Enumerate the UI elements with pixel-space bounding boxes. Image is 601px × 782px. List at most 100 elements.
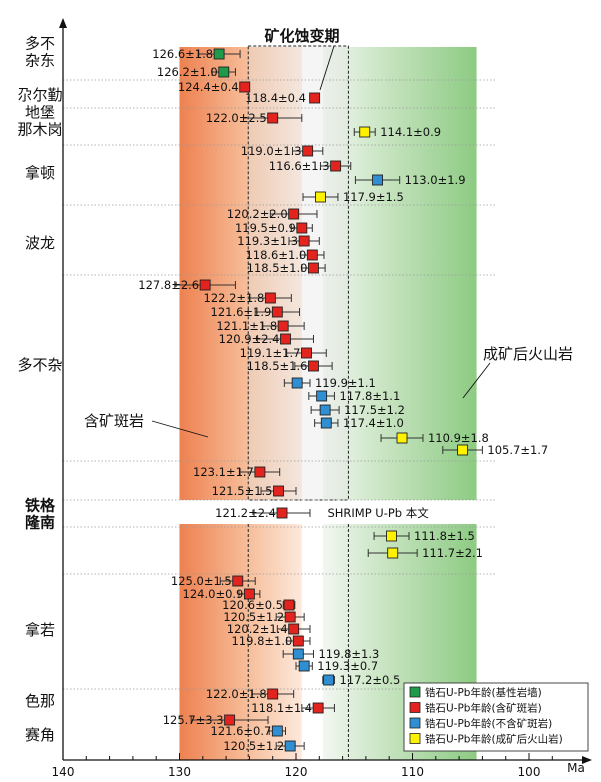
group-label: 赛角 xyxy=(25,726,55,744)
ore-porphyry-label: 含矿斑岩 xyxy=(84,412,144,430)
legend-label: 锆石U-Pb年龄(不含矿斑岩) xyxy=(425,717,552,730)
age-label: 122.2±1.8 xyxy=(204,291,265,305)
legend-swatch xyxy=(409,686,421,698)
age-marker xyxy=(273,485,284,497)
data-point-red: 120.6±0.5 xyxy=(222,598,296,612)
group-label: 多不杂东 xyxy=(25,35,55,70)
data-point-blue: 119.9±1.1 xyxy=(283,376,376,390)
age-label: 126.2±1.0 xyxy=(157,65,218,79)
age-marker xyxy=(288,623,300,635)
age-label: 117.5±1.2 xyxy=(344,403,405,417)
data-point-blue: 117.8±1.1 xyxy=(308,389,400,403)
age-marker xyxy=(292,635,304,647)
data-point-red: 118.5±1.0 xyxy=(247,261,326,275)
age-label: 118.5±1.0 xyxy=(247,261,308,275)
data-point-red: 116.6±1.3 xyxy=(269,159,352,173)
x-tick-label: 140 xyxy=(52,765,75,779)
age-label: 120.6±0.5 xyxy=(222,598,283,612)
data-point-red: 121.5±1.5 xyxy=(212,484,297,498)
legend-item: 锆石U-Pb年龄(不含矿斑岩) xyxy=(409,717,552,730)
age-marker xyxy=(254,466,266,478)
legend-item: 锆石U-Pb年龄(成矿后火山岩) xyxy=(409,733,563,746)
y-axis-arrow xyxy=(59,18,67,28)
data-point-red: 124.4±0.4 xyxy=(178,80,251,94)
age-label: 125.7±3.3 xyxy=(163,713,224,727)
age-marker xyxy=(264,292,276,304)
data-point-yellow: 105.7±1.7 xyxy=(442,443,548,457)
age-label: 117.8±1.1 xyxy=(339,389,400,403)
data-point-red: 122.0±1.8 xyxy=(206,687,295,701)
age-marker xyxy=(387,547,399,559)
age-label: 120.9±2.4 xyxy=(219,332,280,346)
age-marker xyxy=(316,390,328,402)
age-marker xyxy=(315,191,326,203)
data-point-green: 126.6±1.8 xyxy=(152,47,241,61)
age-marker xyxy=(292,648,304,660)
ore-porphyry-zone xyxy=(179,524,302,760)
group-label: 地堡那木岗 xyxy=(17,104,62,139)
data-point-red: 118.6±1.0 xyxy=(245,248,325,262)
age-marker xyxy=(312,702,324,714)
data-point-red: 120.2±2.0 xyxy=(227,207,318,221)
data-point-blue: 113.0±1.9 xyxy=(354,173,466,187)
group-label: 色那 xyxy=(25,692,55,710)
age-label: 118.4±0.4 xyxy=(245,91,306,105)
age-marker xyxy=(302,145,314,157)
x-tick-label: 130 xyxy=(168,765,191,779)
data-point-green: 126.2±1.0 xyxy=(157,65,236,79)
group-label: 铁格隆南 xyxy=(25,497,56,532)
age-marker xyxy=(239,81,251,93)
age-label: 111.7±2.1 xyxy=(422,546,483,560)
age-label: 118.6±1.0 xyxy=(245,248,306,262)
group-label: 尕尔勤 xyxy=(17,86,62,104)
group-label: 波龙 xyxy=(25,234,55,252)
age-label: 125.0±1.5 xyxy=(171,574,232,588)
age-label: 110.9±1.8 xyxy=(428,431,489,445)
age-label: 117.9±1.5 xyxy=(343,190,404,204)
legend-label: 锆石U-Pb年龄(成矿后火山岩) xyxy=(425,733,563,746)
age-label: 124.4±0.4 xyxy=(178,80,239,94)
age-marker xyxy=(243,588,255,600)
post-ore-volcanic-leader xyxy=(462,362,491,399)
data-point-red: 125.0±1.5 xyxy=(171,574,256,588)
mineralization-label: 矿化蚀变期 xyxy=(264,27,339,45)
data-point-red: 125.7±3.3 xyxy=(163,713,269,727)
data-point-red: 119.0±1.3 xyxy=(241,144,324,158)
data-point-yellow: 117.9±1.5 xyxy=(302,190,404,204)
mineralization-leader xyxy=(319,45,335,91)
age-marker xyxy=(298,235,310,247)
age-marker xyxy=(267,112,279,124)
age-marker xyxy=(323,674,335,686)
age-marker xyxy=(457,444,469,456)
data-point-red: 118.4±0.4 xyxy=(245,91,321,105)
age-label: 120.2±2.0 xyxy=(227,207,288,221)
legend-label: 锆石U-Pb年龄(基性岩墙) xyxy=(425,686,542,699)
age-label: 127.8±2.6 xyxy=(138,278,199,292)
x-tick-label: 110 xyxy=(401,765,424,779)
legend-label: 锆石U-Pb年龄(含矿斑岩) xyxy=(425,702,542,715)
age-marker xyxy=(288,208,300,220)
data-point-red: 127.8±2.6 xyxy=(138,278,236,292)
x-axis-unit: Ma xyxy=(567,761,585,775)
x-tick-label: 120 xyxy=(285,765,308,779)
age-label: 119.3±0.7 xyxy=(317,659,378,673)
data-point-red: 118.5±1.6 xyxy=(247,359,333,373)
age-label: 114.1±0.9 xyxy=(380,125,441,139)
age-label: 119.1±1.7 xyxy=(240,346,301,360)
legend-box xyxy=(403,682,589,752)
age-marker xyxy=(224,714,236,726)
data-point-blue: 120.5±1.2 xyxy=(223,739,305,753)
age-marker xyxy=(296,222,308,234)
legend-item: 锆石U-Pb年龄(含矿斑岩) xyxy=(409,702,542,715)
age-marker xyxy=(308,360,319,372)
age-marker xyxy=(319,404,331,416)
age-label: 117.2±0.5 xyxy=(339,673,400,687)
age-label: 126.6±1.8 xyxy=(152,47,213,61)
age-marker xyxy=(386,530,397,542)
data-point-red: 119.5±0.9 xyxy=(235,221,313,235)
age-marker xyxy=(267,688,279,700)
